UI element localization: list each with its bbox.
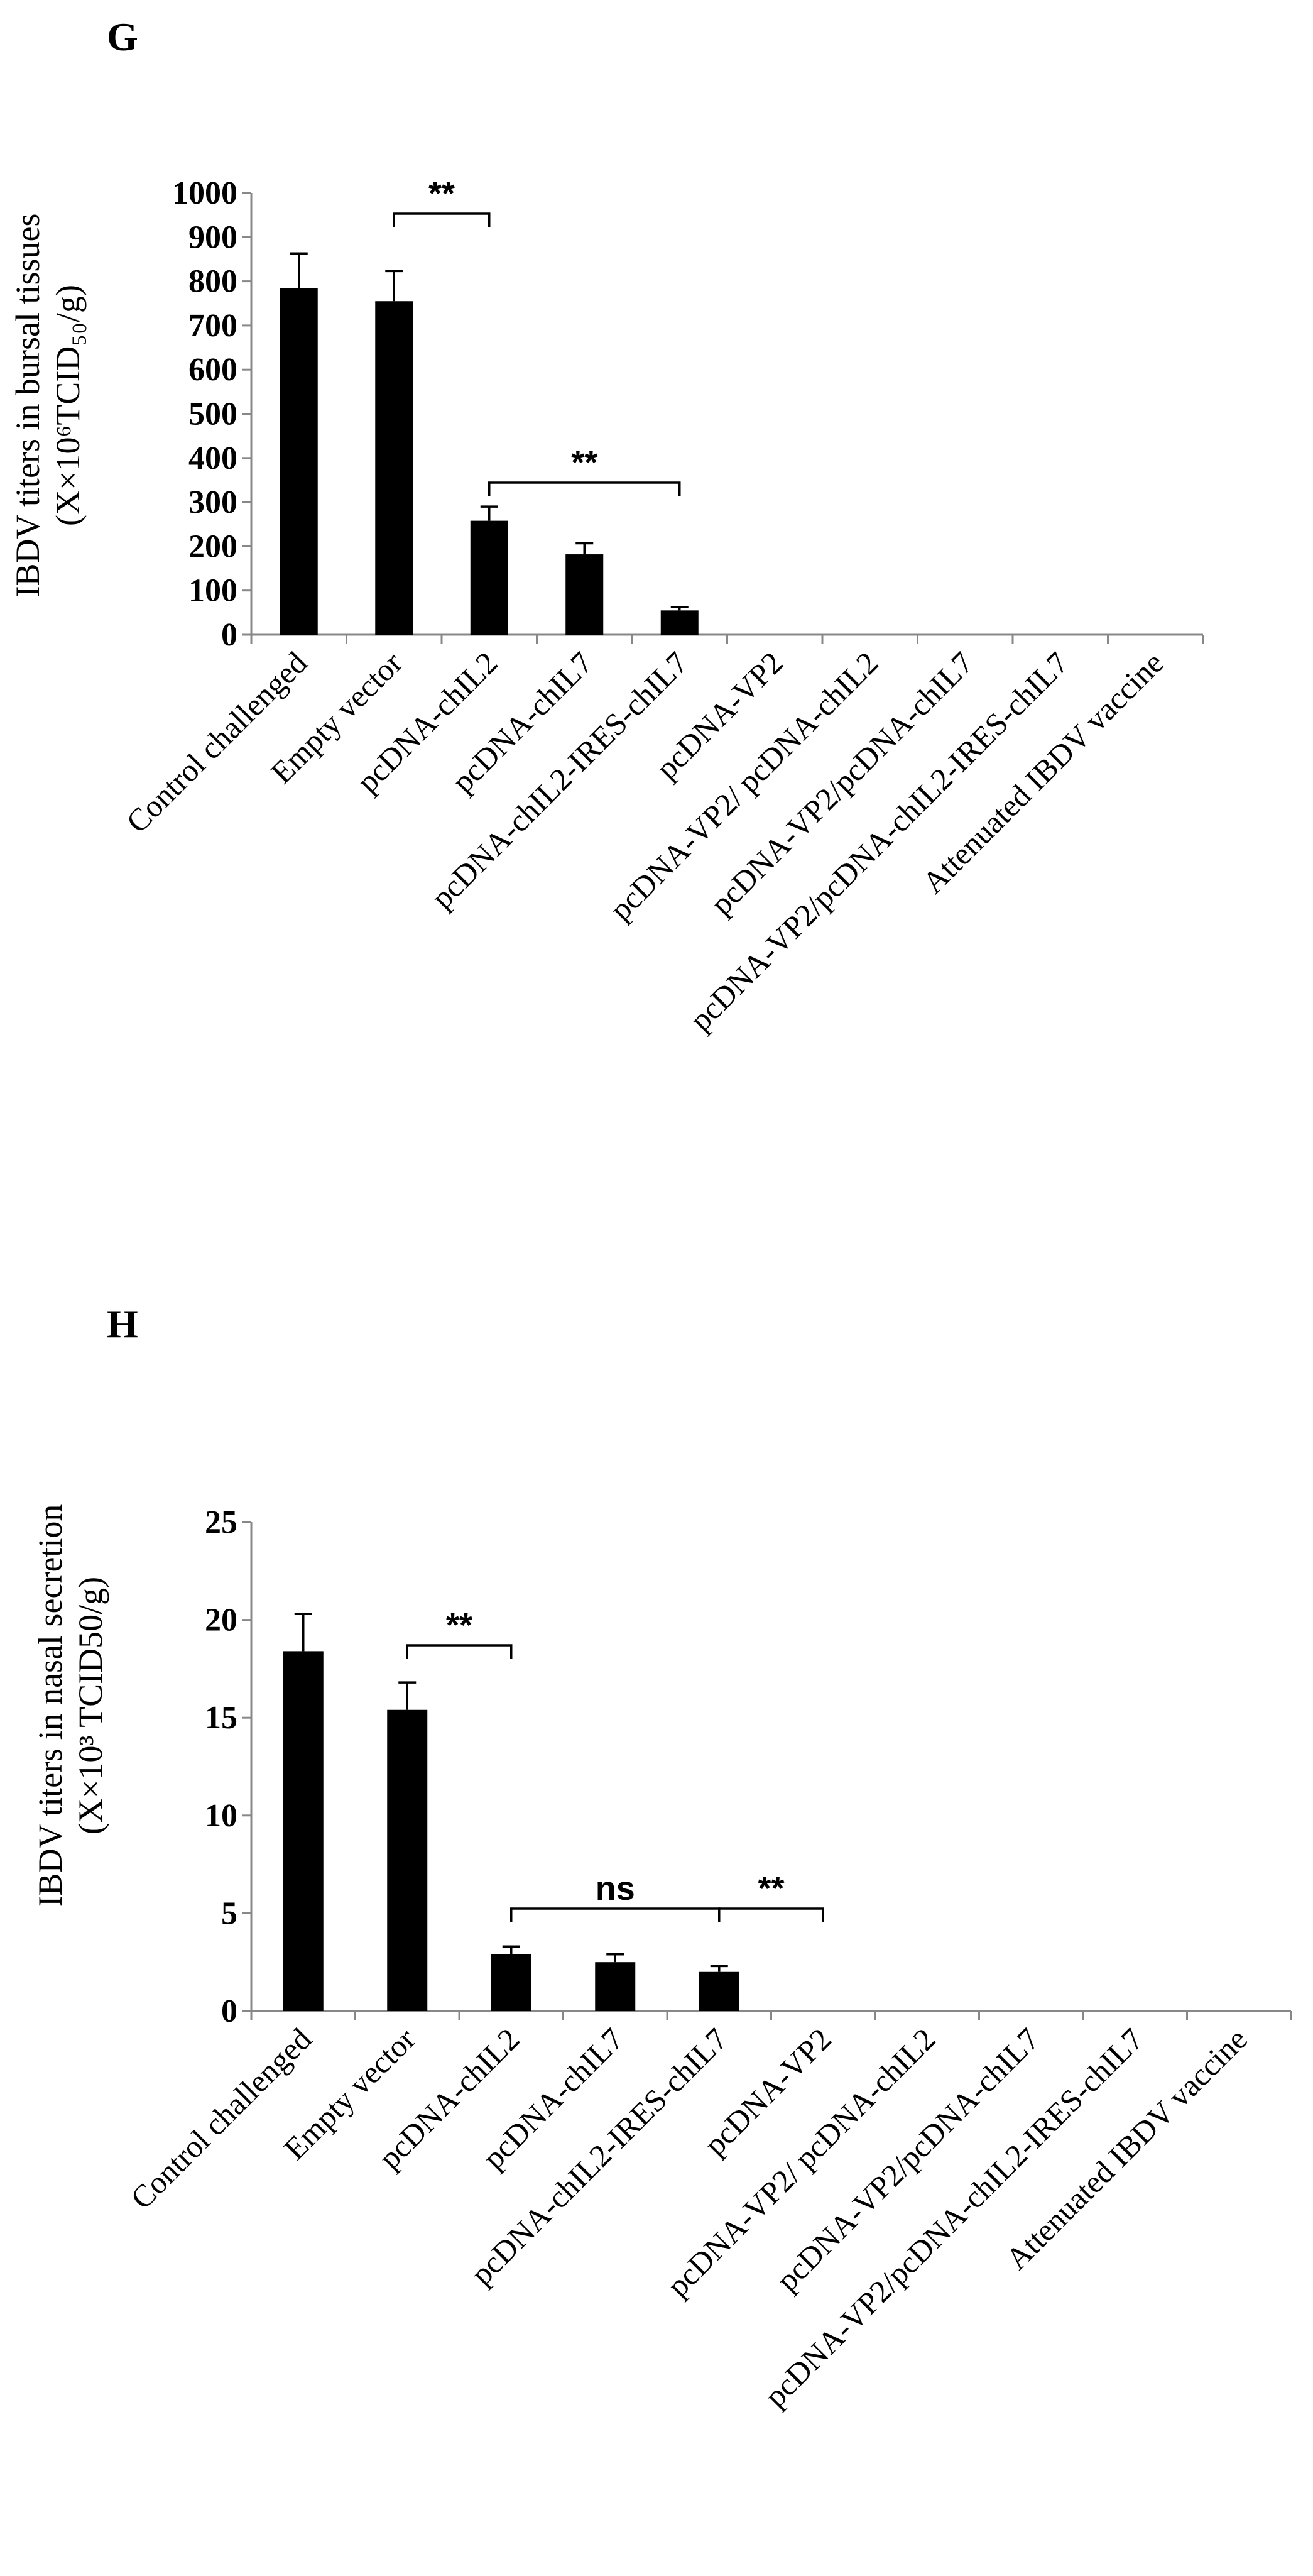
y-tick-label: 0 <box>221 1993 237 2029</box>
y-tick-label: 900 <box>188 219 237 255</box>
bar <box>595 1962 636 2011</box>
category-label: Control challenged <box>124 2021 319 2216</box>
y-tick-label: 1000 <box>172 175 237 211</box>
y-axis-label-line1: IBDV titers in nasal secretion <box>31 1504 69 1907</box>
y-tick-label: 800 <box>188 264 237 300</box>
y-tick-label: 700 <box>188 308 237 344</box>
significance-label: ** <box>428 175 455 212</box>
bar <box>387 1709 428 2011</box>
significance-bracket <box>718 1907 824 1922</box>
significance-label: ** <box>571 444 597 481</box>
bar <box>375 301 413 635</box>
significance-bracket <box>406 1644 513 1659</box>
significance-label: ns <box>596 1870 635 1907</box>
y-tick-label: 300 <box>188 485 237 520</box>
bar <box>660 610 699 635</box>
bar <box>283 1651 324 2011</box>
y-tick-label: 400 <box>188 441 237 476</box>
y-axis-label-line2: (X×10⁶TCID₅₀/g) <box>49 285 87 526</box>
y-tick-label: 600 <box>188 352 237 388</box>
category-label: Control challenged <box>119 645 314 840</box>
y-axis-label-line2: (X×10³ TCID50/g) <box>72 1577 109 1834</box>
bar <box>470 520 508 635</box>
bar <box>491 1954 531 2011</box>
y-axis-label-line1: IBDV titers in bursal tissues <box>9 214 46 598</box>
bar <box>280 288 318 635</box>
bar <box>565 554 604 635</box>
chart-panel-g: G IBDV titers in bursal tissues (X×10⁶TC… <box>9 14 1204 1038</box>
bar <box>699 1971 739 2011</box>
plot-area-g: 0 100 200 300 400 500 600 700 800 900 1000 Control … <box>119 175 1204 1038</box>
panel-label-h: H <box>107 1302 138 1346</box>
significance-label: ** <box>446 1606 472 1644</box>
y-tick-label: 500 <box>188 397 237 432</box>
significance-bracket <box>393 212 491 227</box>
significance-label: ** <box>758 1870 784 1907</box>
y-tick-label: 0 <box>221 617 237 653</box>
significance-bracket <box>488 481 681 496</box>
y-tick-label: 25 <box>205 1504 237 1540</box>
y-tick-label: 10 <box>205 1798 237 1834</box>
chart-panel-h: H IBDV titers in nasal secretion (X×10³ … <box>31 1302 1292 2414</box>
y-tick-label: 20 <box>205 1603 237 1638</box>
y-tick-label: 100 <box>188 573 237 609</box>
y-tick-label: 5 <box>221 1895 237 1931</box>
significance-bracket <box>510 1907 721 1922</box>
category-label: pcDNA-VP2/pcDNA-chIL2-IRES-chIL7 <box>758 2021 1150 2414</box>
y-tick-label: 200 <box>188 529 237 564</box>
panel-label-g: G <box>107 14 138 59</box>
y-tick-label: 15 <box>205 1700 237 1736</box>
